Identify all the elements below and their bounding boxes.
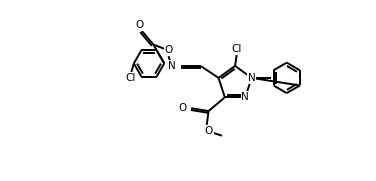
Text: O: O [136,20,144,30]
Text: Cl: Cl [232,44,242,54]
Text: O: O [179,103,187,113]
Text: N: N [241,92,249,102]
Text: O: O [205,126,213,136]
Text: N: N [168,61,176,71]
Text: O: O [164,45,173,55]
Text: N: N [248,73,255,83]
Text: Cl: Cl [126,73,136,83]
